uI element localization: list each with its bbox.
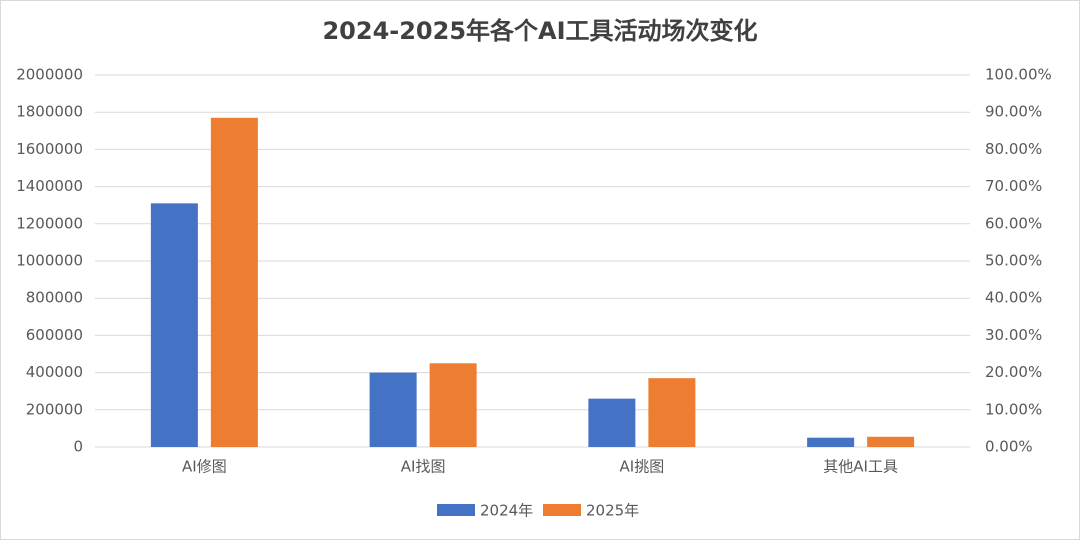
y2-tick-label: 30.00% (985, 326, 1042, 344)
y2-tick-label: 40.00% (985, 289, 1042, 307)
bar (807, 437, 855, 447)
y2-tick-label: 100.00% (985, 66, 1052, 84)
y2-tick-label: 80.00% (985, 140, 1042, 158)
bar (867, 436, 915, 447)
bar (648, 378, 696, 447)
legend-swatch (543, 504, 581, 516)
y-tick-label: 400000 (26, 363, 83, 381)
y-tick-label: 1600000 (16, 140, 83, 158)
legend-label: 2025年 (586, 502, 639, 520)
bar (588, 398, 636, 447)
y2-tick-label: 60.00% (985, 214, 1042, 232)
legend-label: 2024年 (480, 502, 533, 520)
y2-tick-label: 0.00% (985, 438, 1033, 456)
y-tick-label: 200000 (26, 400, 83, 418)
y2-tick-label: 20.00% (985, 363, 1042, 381)
y-tick-label: 1000000 (16, 252, 83, 270)
bar (369, 372, 417, 447)
bar (210, 117, 258, 447)
y-tick-label: 1200000 (16, 214, 83, 232)
y-tick-label: 1400000 (16, 177, 83, 195)
legend-swatch (437, 504, 475, 516)
y-tick-label: 1800000 (16, 103, 83, 121)
y2-tick-label: 90.00% (985, 103, 1042, 121)
y2-tick-label: 70.00% (985, 177, 1042, 195)
x-tick-label: AI挑图 (620, 458, 665, 476)
y2-tick-label: 10.00% (985, 400, 1042, 418)
bar (150, 203, 198, 447)
x-tick-label: AI找图 (401, 458, 446, 476)
bar (429, 363, 477, 447)
y2-tick-label: 50.00% (985, 252, 1042, 270)
x-tick-label: 其他AI工具 (823, 458, 898, 476)
x-tick-label: AI修图 (182, 458, 227, 476)
y-tick-label: 2000000 (16, 66, 83, 84)
y-tick-label: 800000 (26, 289, 83, 307)
chart-title: 2024-2025年各个AI工具活动场次变化 (322, 17, 757, 45)
y-tick-label: 600000 (26, 326, 83, 344)
y-tick-label: 0 (73, 438, 83, 456)
